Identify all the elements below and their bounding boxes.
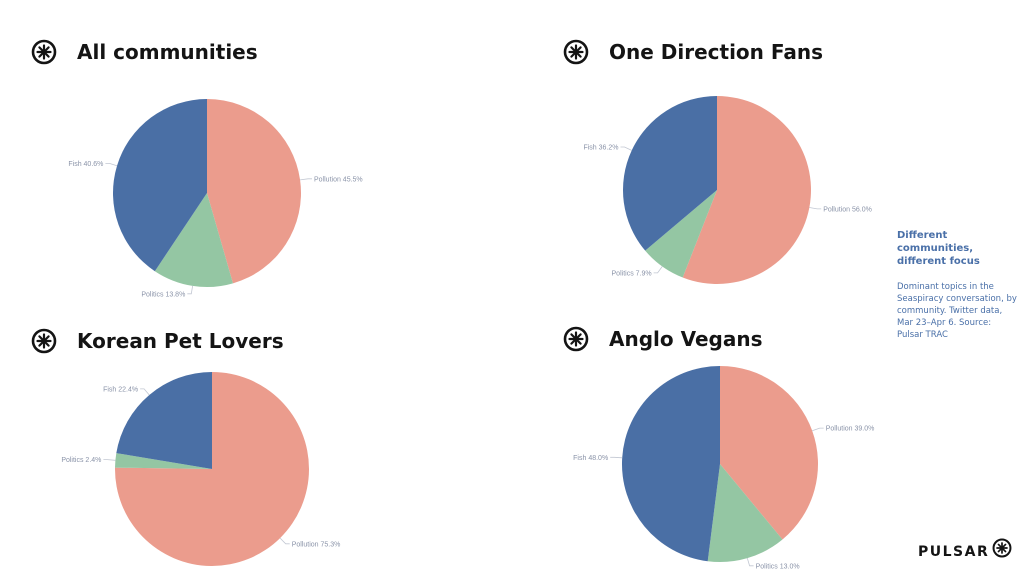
pie-slice-fish [621,366,720,562]
slice-label-pollution: Pollution 39.0% [826,426,875,433]
panel-header-one-direction-fans: One Direction Fans [563,39,823,65]
slice-label-politics: Politics 13.0% [756,563,800,570]
slice-label-pollution: Pollution 75.3% [292,541,341,548]
chart-title: All communities [77,40,258,64]
slice-label-politics: Politics 7.9% [612,270,652,277]
chart-title: Korean Pet Lovers [77,329,284,353]
pie-slice-fish [112,99,207,272]
side-note-title: Different communities, different focus [897,230,980,267]
label-leader-line [103,459,116,461]
pie-slice-pollution [682,96,811,284]
pulsar-star-icon [563,39,589,65]
brand-name: PULSAR [918,544,990,560]
label-leader-line [809,207,822,210]
label-leader-line [620,146,632,151]
panel-header-all-communities: All communities [31,39,258,65]
slice-label-politics: Politics 13.8% [141,291,185,298]
label-leader-line [812,427,824,432]
label-leader-line [105,162,118,167]
pie-slice-pollution [207,99,301,284]
pulsar-star-icon [31,328,57,354]
label-leader-line [653,266,663,274]
pie-slice-pollution [720,366,819,540]
pie-slice-politics [115,453,212,469]
slice-label-politics: Politics 2.4% [61,457,101,464]
slice-label-pollution: Pollution 45.5% [314,176,363,183]
chart-title: Anglo Vegans [609,327,763,351]
side-note: Different communities, different focus D… [897,229,1019,341]
label-leader-line [187,285,193,295]
pie-slice-politics [707,464,783,563]
slice-label-fish: Fish 36.2% [583,145,618,152]
pie-slice-pollution [115,372,310,567]
label-leader-line [300,178,312,181]
label-leader-line [610,456,623,459]
panel-header-anglo-vegans: Anglo Vegans [563,326,763,352]
side-note-description: Dominant topics in the Seaspiracy conver… [897,282,1017,340]
label-leader-line [140,388,150,396]
slice-label-fish: Fish 48.0% [573,455,608,462]
brand-logo: PULSAR [918,538,1012,560]
label-leader-line [279,537,290,545]
chart-title: One Direction Fans [609,40,823,64]
pie-slice-politics [154,193,233,287]
pie-slice-fish [622,96,717,251]
pie-slice-politics [645,190,717,278]
pie-slice-fish [116,372,212,469]
pulsar-star-icon [992,538,1012,558]
panel-header-korean-pet-lovers: Korean Pet Lovers [31,328,284,354]
pulsar-star-icon [31,39,57,65]
slice-label-fish: Fish 22.4% [103,386,138,393]
label-leader-line [746,557,754,567]
slice-label-fish: Fish 40.6% [68,161,103,168]
pulsar-star-icon [563,326,589,352]
slice-label-pollution: Pollution 56.0% [823,206,872,213]
